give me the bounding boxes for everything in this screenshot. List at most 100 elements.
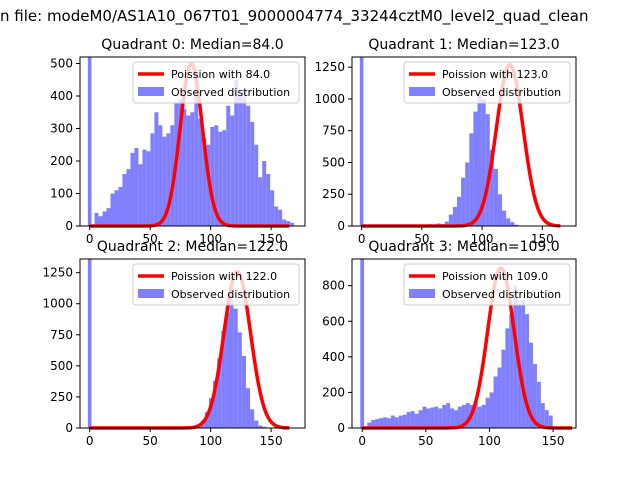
hist-bar (454, 410, 459, 428)
x-tick-label: 0 (358, 434, 366, 448)
hist-bar (465, 162, 470, 226)
hist-bar (548, 415, 553, 428)
hist-bar (383, 417, 387, 428)
hist-bar (473, 111, 478, 226)
hist-bar (469, 133, 474, 226)
hist-bar (461, 404, 466, 428)
hist-bar (254, 144, 259, 226)
hist-bar (505, 328, 510, 428)
hist-bar (178, 99, 183, 226)
hist-bar (422, 406, 427, 428)
y-tick-label: 1000 (314, 92, 345, 106)
hist-bar (406, 411, 411, 428)
hist-bar (485, 397, 490, 428)
x-tick-label: 150 (260, 232, 283, 246)
hist-bar (118, 187, 123, 226)
hist-bar (430, 407, 435, 428)
hist-bar (414, 413, 419, 428)
x-tick-label: 0 (358, 232, 366, 246)
hist-bar (130, 152, 135, 226)
y-tick-label: 500 (322, 155, 345, 169)
hist-bar (126, 169, 131, 226)
hist-bar (438, 408, 443, 428)
hist-bar (246, 105, 251, 226)
hist-bar (122, 174, 127, 226)
hist-bar (218, 131, 223, 226)
axes-frame (79, 258, 306, 429)
hist-bar (262, 161, 267, 226)
legend-patch-swatch (138, 289, 164, 298)
hist-bar (489, 149, 494, 226)
legend-label-poisson: Poission with 109.0 (442, 270, 548, 283)
hist-bar (394, 417, 399, 428)
hist-bar (182, 109, 187, 226)
legend-label-poisson: Poission with 84.0 (171, 68, 270, 81)
legend-label-poisson: Poission with 122.0 (171, 270, 277, 283)
hist-bar (258, 177, 263, 226)
hist-bar (532, 363, 537, 428)
y-tick-label: 400 (322, 350, 345, 364)
legend-label-observed: Observed distribution (171, 288, 290, 301)
axes-frame (79, 56, 306, 227)
hist-bar (465, 403, 470, 428)
hist-bar (444, 221, 449, 226)
hist-bar (234, 79, 239, 226)
hist-bar (106, 208, 111, 226)
y-tick-label: 1000 (42, 297, 73, 311)
hist-bar (266, 174, 271, 226)
legend-patch-swatch (138, 87, 164, 96)
subplot-title: Quadrant 2: Median=122.0 (97, 239, 288, 255)
hist-bar (110, 193, 115, 226)
x-tick-label: 150 (260, 434, 283, 448)
hist-bar (134, 148, 139, 226)
hist-bar (254, 420, 259, 428)
y-tick-label: 800 (322, 279, 345, 293)
hist-bar (544, 410, 549, 428)
x-tick-label: 100 (478, 434, 501, 448)
hist-bar (242, 89, 247, 226)
hist-bar (213, 380, 218, 428)
x-tick-label: 0 (86, 434, 94, 448)
hist-bar-zero (359, 57, 364, 226)
hist-bar (450, 408, 455, 428)
hist-bar (446, 403, 451, 428)
hist-bar (250, 409, 255, 428)
hist-bar (142, 149, 147, 226)
hist-bar (150, 133, 155, 226)
hist-bar (477, 406, 482, 428)
hist-bar (286, 221, 291, 226)
axes-frame (351, 56, 577, 227)
hist-bar (225, 312, 230, 428)
hist-bar (230, 115, 235, 226)
legend-label-observed: Observed distribution (442, 86, 561, 99)
hist-bar (238, 96, 243, 226)
x-tick-label: 100 (471, 232, 494, 246)
x-tick-label: 50 (143, 434, 158, 448)
hist-bar (540, 403, 545, 428)
hist-bar (398, 415, 403, 428)
legend-box (403, 263, 571, 306)
hist-bar (536, 381, 541, 428)
y-tick-label: 1250 (42, 266, 73, 280)
hist-bar (457, 196, 462, 226)
hist-bar (493, 376, 498, 428)
hist-bar (226, 105, 231, 226)
hist-bar (274, 206, 279, 226)
hist-bar (222, 130, 227, 226)
hist-bar (214, 125, 219, 226)
subplot-title: Quadrant 3: Median=109.0 (368, 239, 559, 255)
hist-bar (489, 392, 494, 428)
hist-bar (448, 214, 453, 226)
hist-bar (138, 164, 143, 226)
hist-bar (190, 112, 195, 226)
legend-label-poisson: Poission with 123.0 (442, 68, 548, 81)
hist-bar (166, 133, 171, 226)
hist-bar (258, 425, 263, 428)
legend-patch-swatch (409, 289, 435, 298)
subplot-quadrant-3: 0 50 100 150 0 200 400 600 800 Quadrant 3: Median… (322, 239, 577, 448)
hist-bar (481, 404, 486, 428)
hist-bar (98, 216, 103, 226)
y-tick-label: 500 (50, 359, 73, 373)
legend-label-observed: Observed distribution (442, 288, 561, 301)
